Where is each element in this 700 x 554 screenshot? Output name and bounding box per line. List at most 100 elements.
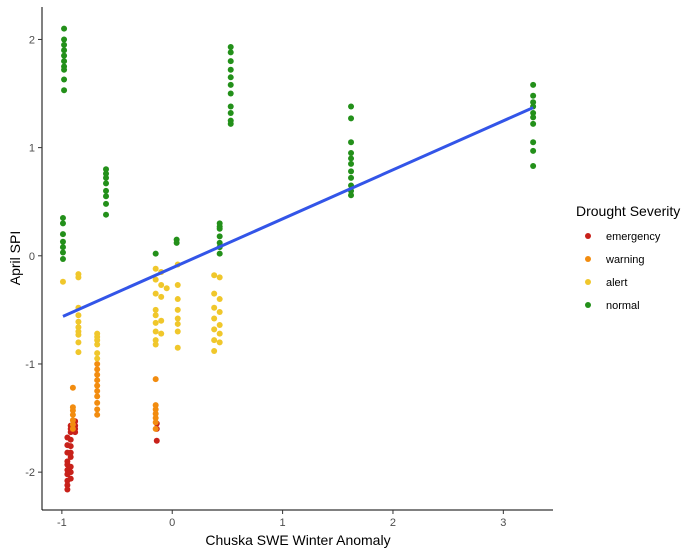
point-warning bbox=[152, 402, 159, 409]
series-normal bbox=[59, 25, 537, 263]
point-alert bbox=[211, 315, 218, 322]
point-alert bbox=[75, 312, 82, 319]
point-warning bbox=[94, 393, 101, 400]
point-normal bbox=[227, 44, 234, 51]
series-emergency bbox=[64, 418, 160, 493]
legend-title: Drought Severity bbox=[576, 203, 680, 219]
point-alert bbox=[75, 274, 82, 281]
point-normal bbox=[61, 87, 68, 94]
point-normal bbox=[103, 211, 110, 218]
point-normal bbox=[61, 52, 68, 59]
point-emergency bbox=[67, 443, 74, 450]
point-alert bbox=[216, 274, 223, 281]
point-emergency bbox=[67, 449, 74, 456]
point-warning bbox=[94, 366, 101, 373]
point-warning bbox=[69, 417, 76, 424]
point-alert bbox=[211, 272, 218, 279]
point-warning bbox=[94, 382, 101, 389]
point-alert bbox=[94, 350, 101, 357]
point-normal bbox=[61, 66, 68, 73]
point-alert bbox=[216, 296, 223, 303]
x-tick-label: 1 bbox=[280, 517, 286, 529]
point-normal bbox=[103, 174, 110, 181]
x-axis-title: Chuska SWE Winter Anomaly bbox=[205, 532, 390, 548]
point-normal bbox=[348, 160, 355, 167]
point-alert bbox=[174, 296, 181, 303]
point-normal bbox=[348, 115, 355, 122]
point-normal bbox=[103, 180, 110, 187]
point-normal bbox=[530, 139, 537, 146]
point-alert bbox=[216, 309, 223, 316]
point-normal bbox=[348, 139, 355, 146]
point-normal bbox=[348, 155, 355, 162]
point-normal bbox=[227, 58, 234, 65]
point-alert bbox=[94, 341, 101, 348]
point-alert bbox=[152, 276, 159, 283]
point-normal bbox=[103, 166, 110, 173]
point-warning bbox=[152, 376, 159, 383]
point-alert bbox=[152, 328, 159, 335]
point-alert bbox=[59, 278, 66, 285]
point-normal bbox=[59, 244, 66, 251]
point-warning bbox=[152, 406, 159, 413]
series-alert bbox=[59, 261, 223, 362]
point-warning bbox=[94, 406, 101, 413]
point-alert bbox=[75, 331, 82, 338]
point-alert bbox=[158, 293, 165, 300]
point-alert bbox=[163, 285, 170, 292]
point-normal bbox=[216, 233, 223, 240]
point-warning bbox=[69, 425, 76, 432]
point-normal bbox=[530, 81, 537, 88]
point-alert bbox=[216, 339, 223, 346]
x-ticks: -1 0 1 2 3 bbox=[57, 510, 506, 529]
point-normal bbox=[530, 120, 537, 127]
point-alert bbox=[75, 349, 82, 356]
x-tick-label: 0 bbox=[169, 517, 175, 529]
point-warning bbox=[94, 388, 101, 395]
legend-label-alert: alert bbox=[606, 277, 627, 289]
legend-item-alert: alert bbox=[585, 277, 627, 289]
point-normal bbox=[61, 25, 68, 32]
point-normal bbox=[216, 225, 223, 232]
point-normal bbox=[227, 66, 234, 73]
y-ticks: -2 -1 0 1 2 bbox=[25, 34, 42, 479]
point-alert bbox=[158, 282, 165, 288]
point-normal bbox=[348, 192, 355, 199]
y-tick-label: 2 bbox=[29, 34, 35, 46]
point-alert bbox=[94, 355, 101, 362]
point-emergency bbox=[67, 469, 74, 476]
point-alert bbox=[158, 330, 165, 337]
x-tick-label: 2 bbox=[390, 517, 396, 529]
point-alert bbox=[174, 306, 181, 313]
point-alert bbox=[152, 265, 159, 272]
point-normal bbox=[59, 220, 66, 227]
plot-area bbox=[59, 25, 537, 493]
point-alert bbox=[211, 304, 218, 311]
point-normal bbox=[103, 170, 110, 177]
point-emergency bbox=[67, 454, 74, 460]
point-normal bbox=[59, 249, 66, 256]
point-warning bbox=[94, 377, 101, 384]
point-normal bbox=[530, 92, 537, 99]
point-normal bbox=[348, 168, 355, 175]
point-emergency bbox=[67, 436, 74, 443]
point-warning bbox=[94, 411, 101, 418]
point-normal bbox=[530, 163, 537, 170]
point-warning bbox=[152, 410, 159, 417]
point-normal bbox=[227, 81, 234, 88]
point-normal bbox=[216, 239, 223, 246]
legend: Drought Severity emergency warning alert no… bbox=[576, 203, 680, 312]
point-alert bbox=[216, 322, 223, 329]
legend-key-warning bbox=[585, 256, 591, 262]
point-warning bbox=[152, 415, 159, 422]
point-normal bbox=[173, 239, 180, 246]
point-alert bbox=[152, 337, 159, 344]
point-normal bbox=[530, 114, 537, 121]
point-alert bbox=[174, 315, 181, 322]
point-alert bbox=[174, 344, 181, 351]
point-normal bbox=[348, 174, 355, 181]
point-warning bbox=[152, 425, 159, 432]
point-alert bbox=[75, 339, 82, 346]
legend-item-warning: warning bbox=[585, 254, 645, 266]
point-normal bbox=[530, 99, 537, 106]
